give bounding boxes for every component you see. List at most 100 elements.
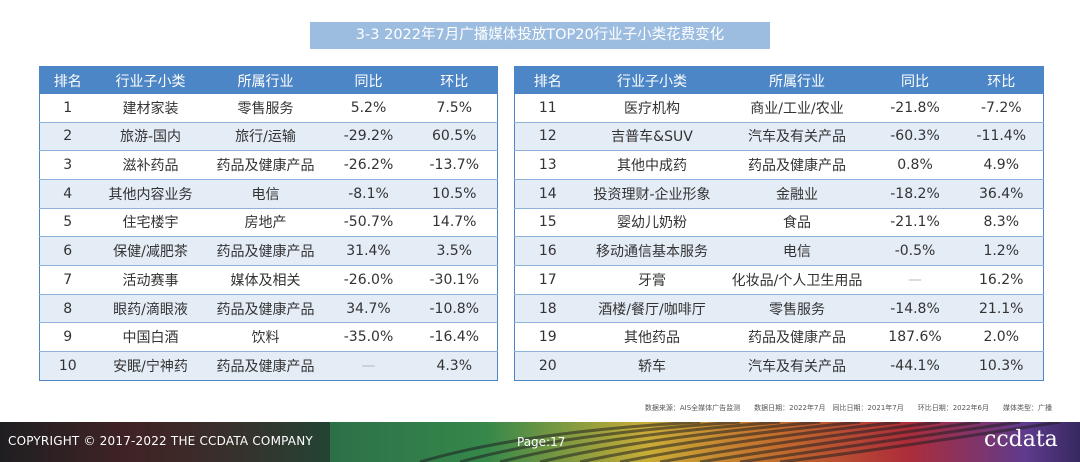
table-row: 2 旅游-国内 旅行/运输 -29.2% 60.5% (39, 122, 498, 152)
col-header-subcategory: 行业子小类 (95, 66, 206, 94)
cell-yoy: — (870, 265, 960, 295)
cell-mom: -10.8% (411, 294, 498, 324)
cell-rank: 6 (39, 236, 96, 267)
cell-industry: 药品及健康产品 (205, 150, 326, 180)
ranking-table-left: 排名 行业子小类 所属行业 同比 环比 1 建材家装 零售服务 5.2% 7.5% 2 旅游… (39, 66, 498, 381)
cell-industry: 商业/工业/农业 (723, 94, 871, 123)
cell-yoy: — (325, 351, 412, 381)
cell-yoy: 34.7% (325, 294, 412, 324)
cell-rank: 13 (514, 150, 581, 180)
cell-subcategory: 保健/减肥茶 (95, 236, 206, 267)
cell-mom: 3.5% (411, 236, 498, 267)
cell-industry: 药品及健康产品 (205, 294, 326, 324)
col-header-subcategory: 行业子小类 (580, 66, 724, 94)
cell-rank: 17 (514, 265, 581, 295)
cell-rank: 4 (39, 179, 96, 209)
cell-yoy: -26.2% (325, 150, 412, 180)
table-header-row: 排名 行业子小类 所属行业 同比 环比 (39, 66, 498, 94)
ranking-table-right: 排名 行业子小类 所属行业 同比 环比 11 医疗机构 商业/工业/农业 -21.8%… (514, 66, 1044, 381)
cell-industry: 汽车及有关产品 (723, 351, 871, 381)
cell-subcategory: 眼药/滴眼液 (95, 294, 206, 324)
cell-rank: 18 (514, 294, 581, 324)
table-row: 10 安眠/宁神药 药品及健康产品 —4.3% (39, 351, 498, 381)
cell-industry: 药品及健康产品 (205, 351, 326, 381)
cell-yoy: -44.1% (870, 351, 960, 381)
cell-subcategory: 酒楼/餐厅/咖啡厅 (580, 294, 724, 324)
cell-mom: 7.5% (411, 94, 498, 123)
cell-subcategory: 其他药品 (580, 322, 724, 353)
col-header-rank: 排名 (514, 66, 581, 94)
cell-subcategory: 投资理财-企业形象 (580, 179, 724, 209)
cell-mom: 1.2% (959, 236, 1044, 267)
cell-mom: 4.9% (959, 150, 1044, 180)
cell-industry: 药品及健康产品 (723, 150, 871, 180)
cell-industry: 房地产 (205, 208, 326, 238)
cell-subcategory: 中国白酒 (95, 322, 206, 353)
col-header-industry: 所属行业 (205, 66, 326, 94)
cell-subcategory: 吉普车&SUV (580, 122, 724, 152)
table-row: 3 滋补药品 药品及健康产品 -26.2% -13.7% (39, 150, 498, 180)
table-body-right: 11 医疗机构 商业/工业/农业 -21.8% -7.2% 12 吉普车&SUV 汽车及有关产… (514, 94, 1044, 381)
cell-rank: 14 (514, 179, 581, 209)
cell-subcategory: 医疗机构 (580, 94, 724, 123)
cell-industry: 药品及健康产品 (723, 322, 871, 353)
table-row: 4 其他内容业务 电信 -8.1% 10.5% (39, 179, 498, 209)
cell-rank: 15 (514, 208, 581, 238)
cell-subcategory: 滋补药品 (95, 150, 206, 180)
rainbow-stripes-graphic (0, 422, 1080, 462)
cell-yoy: -60.3% (870, 122, 960, 152)
cell-industry: 零售服务 (723, 294, 871, 324)
cell-industry: 零售服务 (205, 94, 326, 123)
cell-subcategory: 住宅楼宇 (95, 208, 206, 238)
col-header-rank: 排名 (39, 66, 96, 94)
cell-yoy: -21.8% (870, 94, 960, 123)
cell-yoy: 5.2% (325, 94, 412, 123)
cell-mom: 8.3% (959, 208, 1044, 238)
cell-mom: 4.3% (411, 351, 498, 381)
cell-yoy: -26.0% (325, 265, 412, 295)
cell-yoy: -14.8% (870, 294, 960, 324)
cell-subcategory: 活动赛事 (95, 265, 206, 295)
cell-mom: 10.5% (411, 179, 498, 209)
table-row: 20 轿车 汽车及有关产品 -44.1% 10.3% (514, 351, 1044, 381)
table-row: 9 中国白酒 饮料 -35.0% -16.4% (39, 322, 498, 353)
page-title: 3-3 2022年7月广播媒体投放TOP20行业子小类花费变化 (310, 22, 770, 49)
cell-subcategory: 建材家装 (95, 94, 206, 123)
cell-rank: 7 (39, 265, 96, 295)
cell-mom: 16.2% (959, 265, 1044, 295)
cell-subcategory: 其他内容业务 (95, 179, 206, 209)
cell-mom: 36.4% (959, 179, 1044, 209)
table-body-left: 1 建材家装 零售服务 5.2% 7.5% 2 旅游-国内 旅行/运输 -29.2% 60.5% 3… (39, 94, 498, 381)
cell-subcategory: 牙膏 (580, 265, 724, 295)
cell-mom: -7.2% (959, 94, 1044, 123)
cell-yoy: 187.6% (870, 322, 960, 353)
cell-yoy: -50.7% (325, 208, 412, 238)
cell-mom: -13.7% (411, 150, 498, 180)
cell-mom: 14.7% (411, 208, 498, 238)
cell-industry: 食品 (723, 208, 871, 238)
cell-subcategory: 轿车 (580, 351, 724, 381)
table-row: 1 建材家装 零售服务 5.2% 7.5% (39, 94, 498, 123)
copyright-text: COPYRIGHT © 2017-2022 THE CCDATA COMPANY (8, 434, 313, 448)
cell-subcategory: 移动通信基本服务 (580, 236, 724, 267)
table-row: 17 牙膏 化妆品/个人卫生用品 —16.2% (514, 265, 1044, 295)
cell-industry: 化妆品/个人卫生用品 (723, 265, 871, 295)
page-number: Page:17 (517, 435, 566, 449)
cell-mom: -30.1% (411, 265, 498, 295)
cell-yoy: 0.8% (870, 150, 960, 180)
cell-industry: 饮料 (205, 322, 326, 353)
col-header-mom: 环比 (411, 66, 498, 94)
cell-industry: 金融业 (723, 179, 871, 209)
cell-subcategory: 其他中成药 (580, 150, 724, 180)
cell-mom: -11.4% (959, 122, 1044, 152)
cell-mom: 2.0% (959, 322, 1044, 353)
table-row: 18 酒楼/餐厅/咖啡厅 零售服务 -14.8% 21.1% (514, 294, 1044, 324)
cell-yoy: -8.1% (325, 179, 412, 209)
cell-rank: 12 (514, 122, 581, 152)
cell-industry: 电信 (205, 179, 326, 209)
cell-industry: 汽车及有关产品 (723, 122, 871, 152)
cell-industry: 药品及健康产品 (205, 236, 326, 267)
cell-subcategory: 安眠/宁神药 (95, 351, 206, 381)
table-row: 19 其他药品 药品及健康产品 187.6% 2.0% (514, 322, 1044, 353)
table-row: 14 投资理财-企业形象 金融业 -18.2% 36.4% (514, 179, 1044, 209)
